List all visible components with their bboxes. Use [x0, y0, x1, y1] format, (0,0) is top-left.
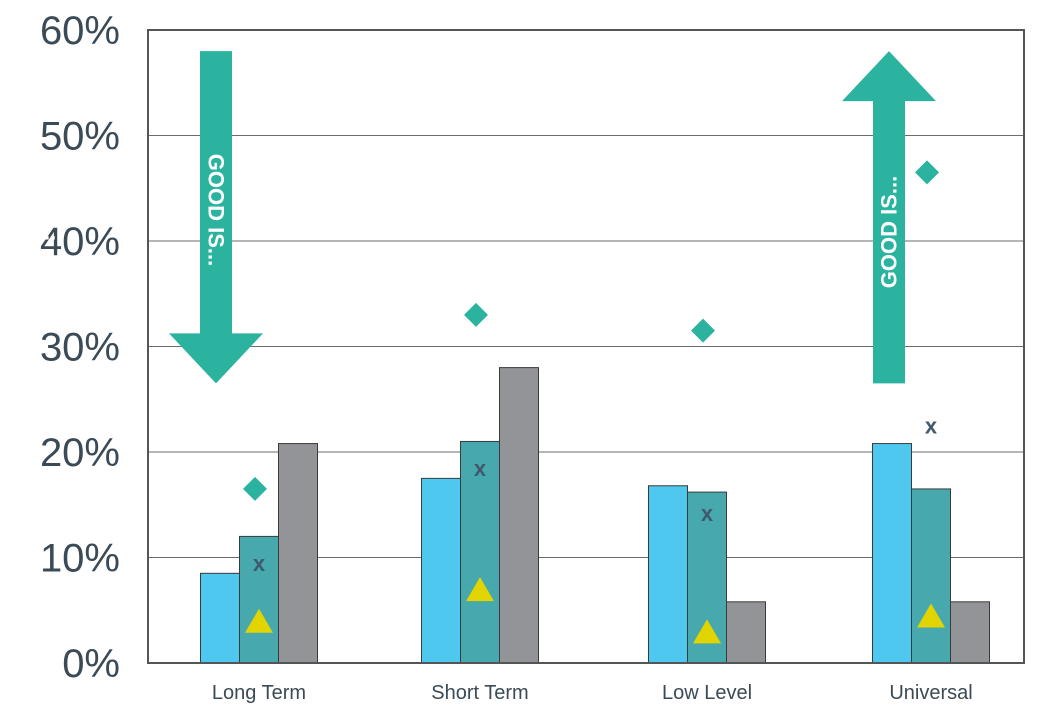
x-marker: x [474, 456, 487, 481]
triangle-marker [245, 608, 273, 633]
markers: x x x x [243, 160, 945, 644]
bar [460, 440, 500, 664]
x-marker: x [253, 551, 266, 576]
bar [421, 477, 461, 664]
x-tick-label: Low Level [662, 682, 752, 704]
arrow-label: GOOD IS... [204, 154, 229, 266]
y-tick-label: 30% [40, 326, 120, 370]
x-tick-label: Short Term [431, 682, 528, 704]
x-tick-label: Universal [889, 682, 972, 704]
y-tick-label: 50% [40, 115, 120, 159]
diamond-marker [243, 476, 267, 501]
arrow-label: GOOD IS... [0, 220, 56, 245]
diamond-marker [691, 318, 715, 343]
annotation-arrows: GOOD IS... GOOD IS... GOOD IS... [0, 51, 936, 384]
diamond-marker [464, 302, 488, 327]
diamond-marker [915, 160, 939, 185]
x-axis-ticks: Long Term Short Term Low Level Universal [212, 682, 973, 704]
triangle-marker [917, 603, 945, 628]
arrow-shape [842, 51, 936, 384]
bar [726, 601, 766, 664]
good-is-arrow: GOOD IS... [842, 51, 936, 384]
bar [499, 367, 539, 664]
y-tick-label: 20% [40, 431, 120, 475]
triangle-marker [693, 619, 721, 644]
bar [872, 443, 912, 664]
y-tick-label: 40% [40, 220, 120, 264]
good-is-arrow: GOOD IS... [0, 220, 56, 245]
y-tick-label: 10% [40, 537, 120, 581]
bars [200, 367, 990, 664]
y-tick-label: 0% [62, 642, 120, 686]
arrow-shape [169, 51, 263, 384]
bar [200, 572, 240, 664]
y-axis-ticks: 0% 10% 20% 30% 40% 50% 60% [40, 9, 120, 686]
triangle-marker [466, 577, 494, 602]
x-marker: x [701, 501, 714, 526]
plot-frame [147, 29, 1025, 664]
x-marker: x [925, 414, 938, 439]
arrow-label: GOOD IS... [877, 176, 902, 288]
good-is-arrow: GOOD IS... [169, 51, 263, 384]
bar [648, 485, 688, 664]
y-tick-label: 60% [40, 9, 120, 53]
x-tick-label: Long Term [212, 682, 306, 704]
bar [278, 443, 318, 664]
bar [239, 535, 279, 664]
bar [950, 601, 990, 664]
bar [911, 488, 951, 664]
